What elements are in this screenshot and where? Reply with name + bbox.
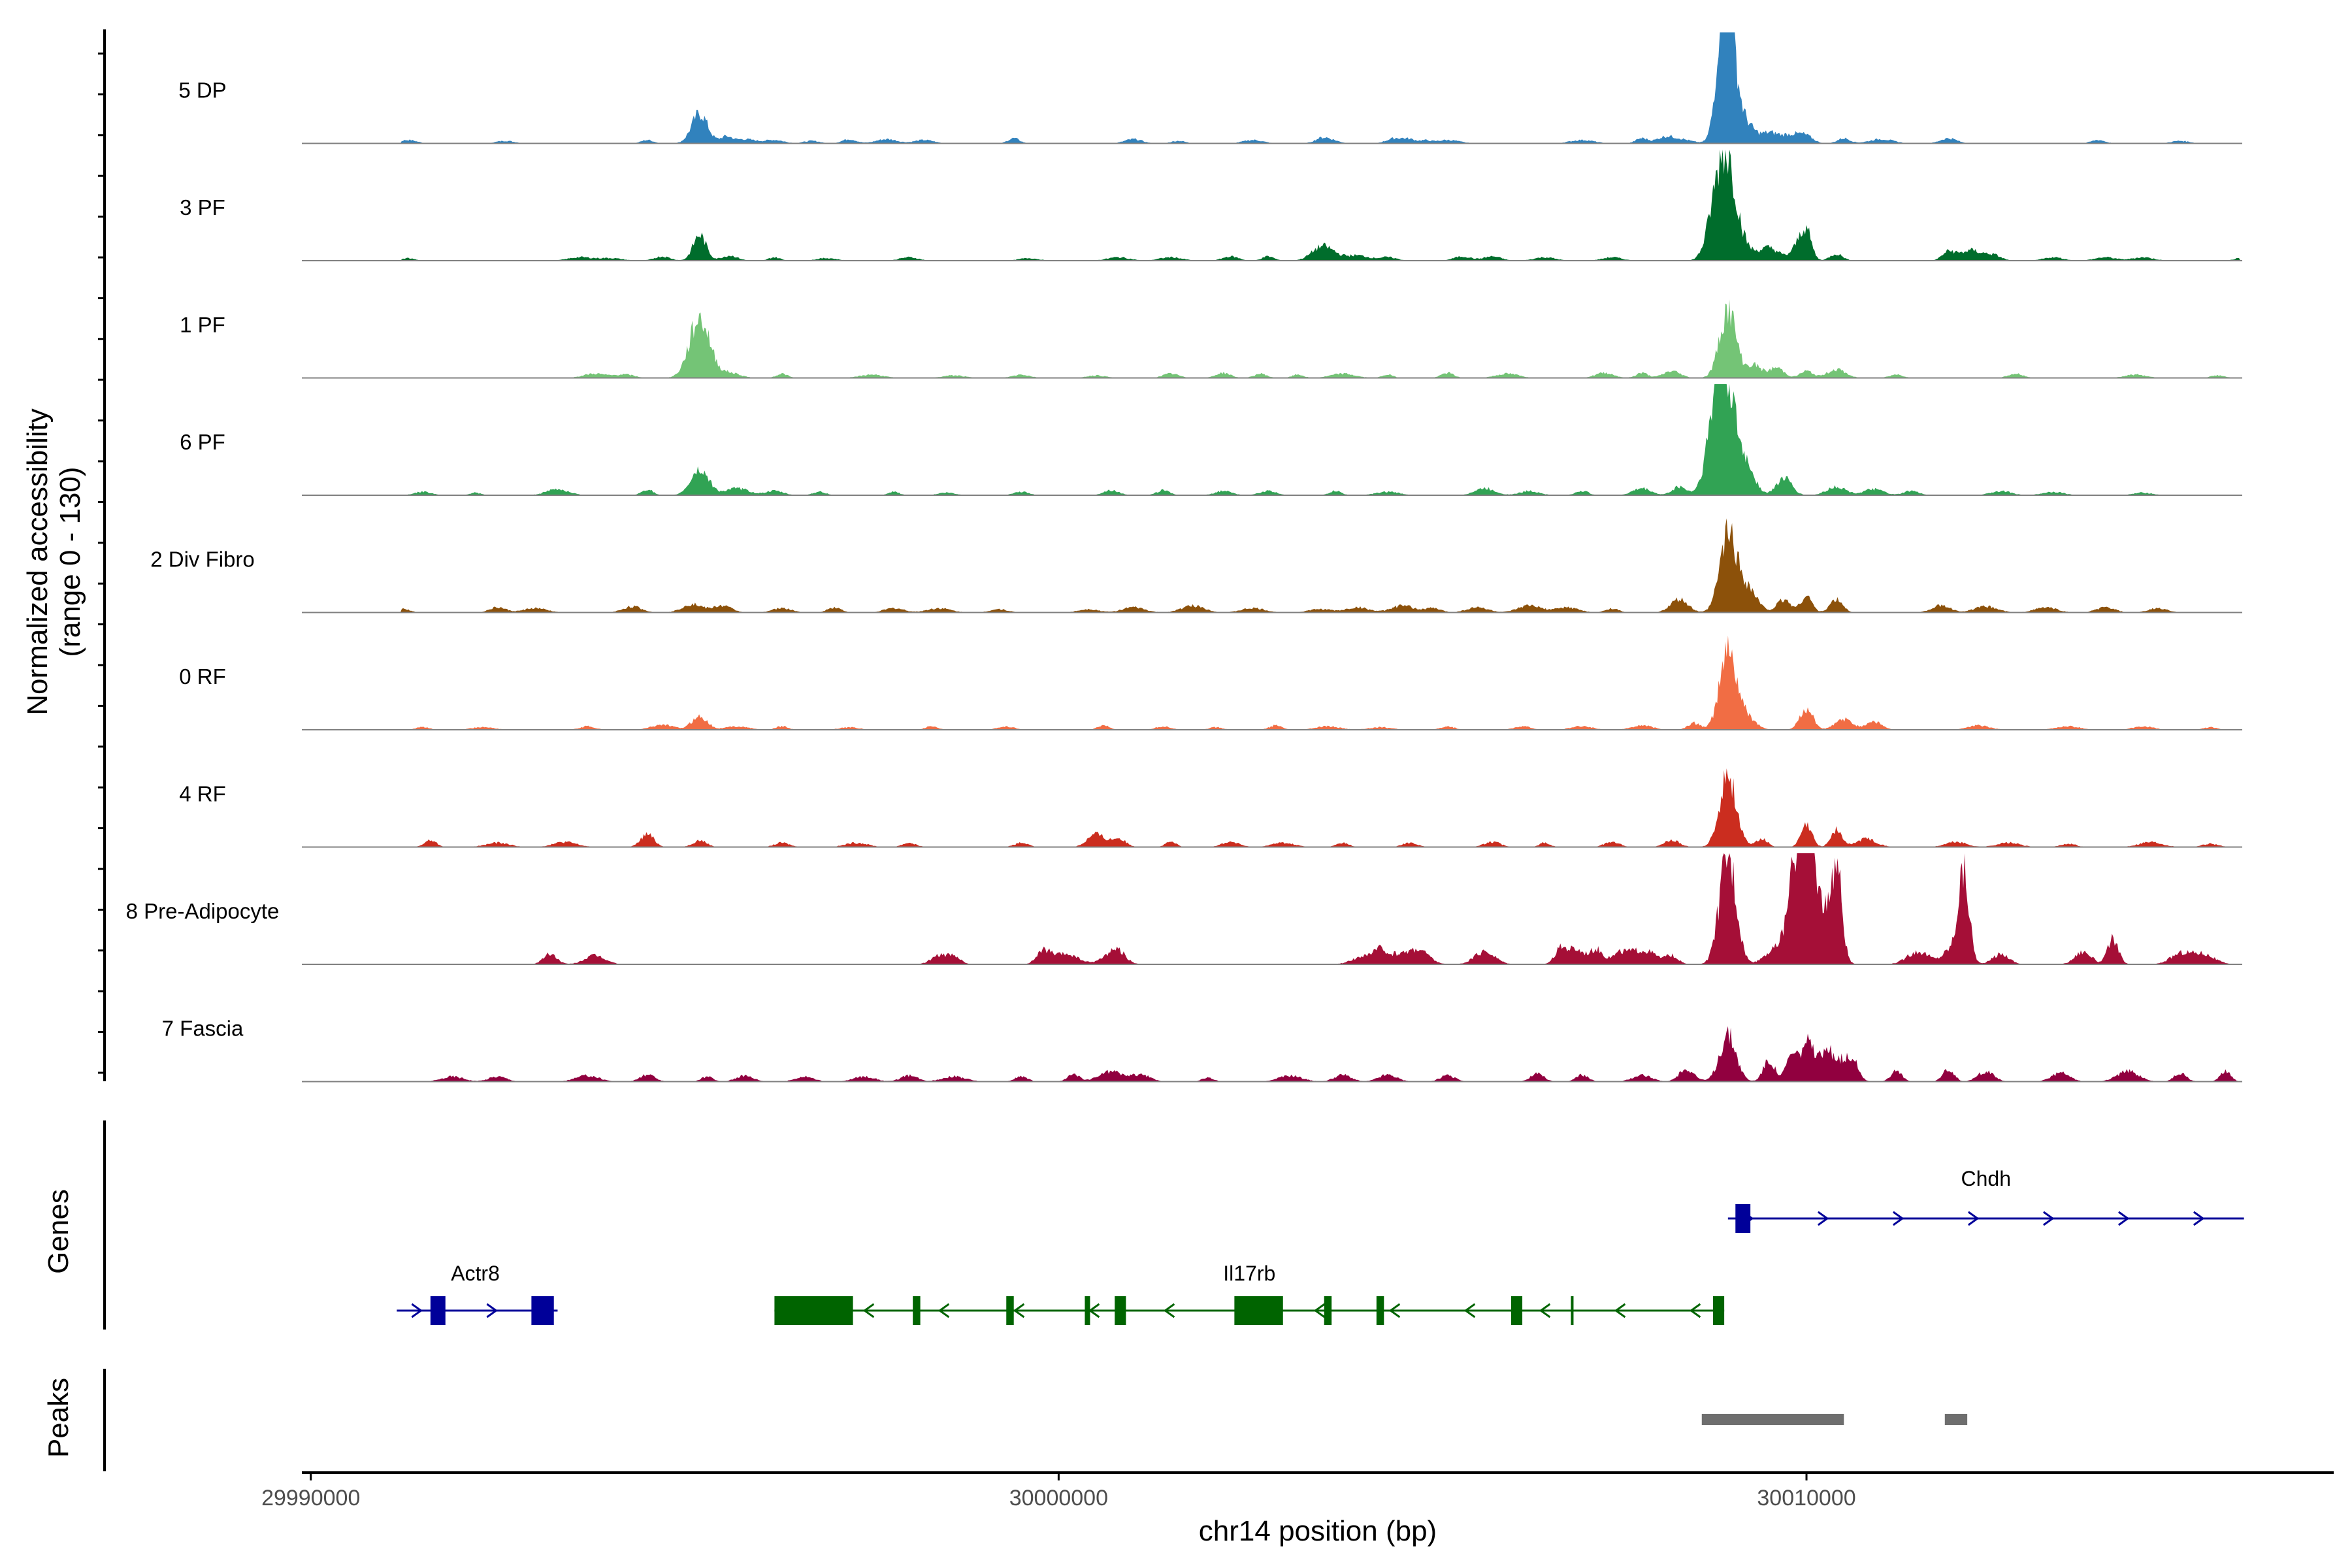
genes-panel-label: Genes xyxy=(42,1189,74,1274)
gene-label: Chdh xyxy=(1961,1167,2011,1190)
gene-exon xyxy=(774,1296,853,1325)
strand-chevron xyxy=(2117,1211,2130,1226)
y-axis-title-line1: Normalized accessibility xyxy=(22,408,54,715)
gene-il17rb: Il17rb xyxy=(774,1262,1725,1325)
track-2: 3 PF xyxy=(180,150,2334,261)
coverage-area xyxy=(307,299,2334,378)
track-label: 3 PF xyxy=(180,195,225,220)
gene-chdh: Chdh xyxy=(1727,1167,2244,1233)
y-axis-title-line2: (range 0 - 130) xyxy=(54,466,86,657)
x-tick-label: 30000000 xyxy=(1009,1486,1108,1511)
peak-region xyxy=(1944,1414,1968,1425)
track-label: 0 RF xyxy=(179,664,226,689)
coverage-area xyxy=(307,635,2334,730)
strand-chevron xyxy=(1013,1303,1025,1318)
coverage-area xyxy=(307,384,2334,495)
x-axis-title: chr14 position (bp) xyxy=(1199,1515,1437,1547)
gene-exon xyxy=(1571,1296,1574,1325)
coverage-area xyxy=(307,150,2334,261)
coverage-area xyxy=(307,32,2334,144)
coverage-area xyxy=(307,768,2334,847)
peak-region xyxy=(1701,1414,1844,1425)
track-6: 0 RF xyxy=(179,635,2334,730)
strand-chevron xyxy=(1614,1303,1626,1318)
strand-chevron xyxy=(1892,1211,1904,1226)
track-4: 6 PF xyxy=(180,384,2334,496)
track-1: 5 DP xyxy=(178,32,2334,144)
x-tick-label: 29990000 xyxy=(261,1486,360,1511)
x-tick-label: 30010000 xyxy=(1757,1486,1855,1511)
gene-exon xyxy=(913,1296,921,1325)
track-label: 2 Div Fibro xyxy=(150,547,255,572)
coverage-area xyxy=(307,853,2334,964)
strand-chevron xyxy=(2193,1211,2205,1226)
track-label: 8 Pre-Adipocyte xyxy=(126,899,280,923)
coverage-tracks: 5 DP 3 PF 1 PF 6 PF 2 Div Fibro 0 RF 4 RF 8 Pre… xyxy=(126,32,2334,1083)
strand-chevron xyxy=(2042,1211,2055,1226)
track-9: 7 Fascia xyxy=(162,1017,2334,1083)
gene-label: Il17rb xyxy=(1223,1262,1275,1285)
track-3: 1 PF xyxy=(180,299,2334,379)
gene-exon xyxy=(1712,1296,1725,1325)
gene-actr8: Actr8 xyxy=(397,1262,558,1325)
gene-exon xyxy=(1376,1296,1384,1325)
coverage-area xyxy=(307,1026,2334,1082)
track-8: 8 Pre-Adipocyte xyxy=(126,853,2334,965)
strand-chevron xyxy=(1967,1211,1980,1226)
gene-exon xyxy=(531,1296,554,1325)
track-label: 4 RF xyxy=(179,782,226,806)
peaks-panel-label: Peaks xyxy=(42,1378,74,1458)
gene-exon xyxy=(430,1296,446,1325)
strand-chevron xyxy=(1163,1303,1175,1318)
gene-exon xyxy=(1006,1296,1014,1325)
strand-chevron xyxy=(1388,1303,1401,1318)
genes-panel: Actr8 Il17rb Chdh xyxy=(397,1167,2244,1325)
strand-chevron xyxy=(1539,1303,1551,1318)
strand-chevron xyxy=(1313,1303,1326,1318)
coverage-area xyxy=(307,518,2334,613)
track-label: 6 PF xyxy=(180,430,225,454)
track-7: 4 RF xyxy=(179,768,2334,848)
gene-label: Actr8 xyxy=(451,1262,500,1285)
strand-chevron xyxy=(486,1303,498,1318)
track-label: 7 Fascia xyxy=(162,1017,244,1041)
strand-chevron xyxy=(1689,1303,1701,1318)
track-label: 1 PF xyxy=(180,313,225,337)
track-5: 2 Div Fibro xyxy=(150,518,2334,613)
gene-exon xyxy=(1234,1296,1283,1325)
axes: 29990000 30000000 30010000 xyxy=(98,29,2334,1511)
strand-chevron xyxy=(1817,1211,1829,1226)
gene-exon xyxy=(1115,1296,1126,1325)
track-label: 5 DP xyxy=(178,78,226,103)
strand-chevron xyxy=(862,1303,875,1318)
peaks-panel xyxy=(1701,1414,1968,1425)
strand-chevron xyxy=(1463,1303,1476,1318)
strand-chevron xyxy=(938,1303,950,1318)
strand-chevron xyxy=(411,1303,423,1318)
gene-exon xyxy=(1511,1296,1523,1325)
gene-exon xyxy=(1324,1296,1332,1325)
gene-exon xyxy=(1735,1204,1751,1233)
gene-exon xyxy=(1085,1296,1090,1325)
